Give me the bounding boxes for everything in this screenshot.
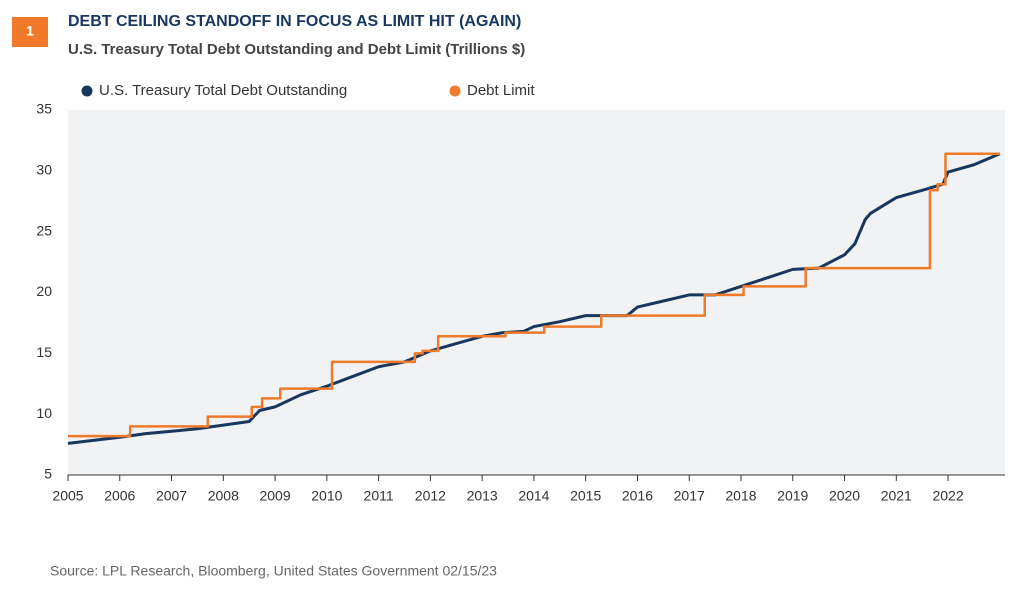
x-tick-label: 2017	[674, 488, 705, 504]
x-tick-label: 2016	[622, 488, 653, 504]
series-line	[67, 152, 1001, 445]
x-tick-label: 2006	[104, 488, 135, 504]
plot-area	[68, 110, 1005, 475]
legend-label: Debt Limit	[467, 82, 535, 99]
x-tick-label: 2005	[52, 488, 83, 504]
badge: 1	[26, 23, 34, 39]
x-tick-label: 2010	[311, 488, 342, 504]
x-tick-label: 2022	[932, 488, 963, 504]
x-tick-label: 2012	[415, 488, 446, 504]
x-tick-label: 2014	[518, 488, 549, 504]
y-tick-label: 15	[36, 344, 52, 360]
chart-subtitle: U.S. Treasury Total Debt Outstanding and…	[68, 41, 525, 58]
x-tick-label: 2008	[208, 488, 239, 504]
x-tick-label: 2015	[570, 488, 601, 504]
x-tick-label: 2007	[156, 488, 187, 504]
x-tick-label: 2013	[467, 488, 498, 504]
x-tick-label: 2020	[829, 488, 860, 504]
series-line	[68, 152, 1000, 438]
x-tick-label: 2021	[881, 488, 912, 504]
legend-label: U.S. Treasury Total Debt Outstanding	[99, 82, 347, 99]
badge-box	[12, 17, 48, 47]
x-tick-label: 2009	[259, 488, 290, 504]
y-tick-label: 35	[36, 101, 52, 117]
chart-title: DEBT CEILING STANDOFF IN FOCUS AS LIMIT …	[68, 13, 521, 30]
source: Source: LPL Research, Bloomberg, United …	[50, 563, 497, 579]
legend-marker	[449, 85, 461, 97]
legend-marker	[81, 85, 93, 97]
y-tick-label: 25	[36, 222, 52, 238]
y-tick-label: 20	[36, 283, 52, 299]
y-tick-label: 10	[36, 405, 52, 421]
y-tick-label: 30	[36, 162, 52, 178]
y-tick-label: 5	[44, 466, 52, 482]
x-tick-label: 2019	[777, 488, 808, 504]
x-tick-label: 2018	[725, 488, 756, 504]
x-tick-label: 2011	[364, 488, 394, 504]
